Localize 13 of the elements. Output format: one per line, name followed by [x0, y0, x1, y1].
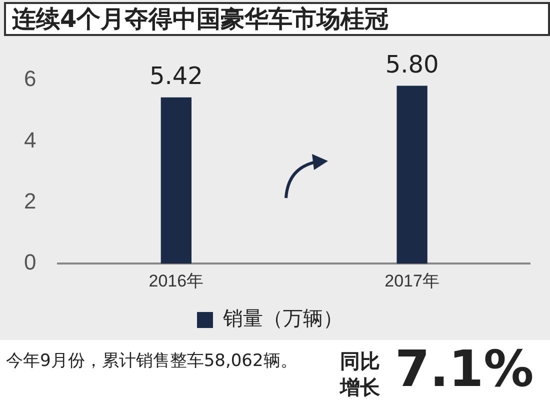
legend-label: 销量（万辆） [222, 306, 343, 330]
data-label: 5.42 [149, 62, 203, 90]
data-label: 5.80 [385, 50, 439, 78]
y-tick-label: 0 [24, 250, 36, 275]
chart-title: 连续4个月夺得中国豪华车市场桂冠 [4, 2, 550, 36]
x-tick-label: 2016年 [148, 271, 204, 290]
x-tick-label: 2017年 [384, 271, 440, 290]
y-tick-label: 2 [24, 188, 36, 214]
text: 今年9月份，累计销售整车58,062辆。 [6, 350, 298, 373]
text: 7.1% [395, 340, 534, 398]
y-tick-label: 4 [24, 127, 36, 152]
text: 同比增长 [340, 348, 381, 400]
y-tick-label: 6 [24, 66, 36, 92]
